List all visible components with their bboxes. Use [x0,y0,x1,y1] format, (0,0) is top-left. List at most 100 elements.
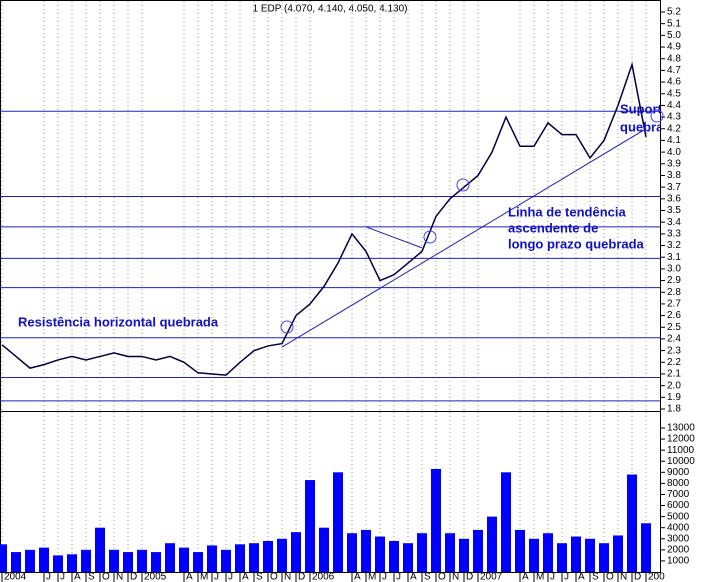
x-tick-label: S [88,572,95,582]
volume-bar [529,538,539,572]
x-tick-label: J [550,572,555,582]
volume-bar [39,547,49,572]
y-tick-label: 2.2 [667,357,681,368]
y-tick-label: 4.3 [667,112,681,123]
y-tick-label: 3.4 [667,217,681,228]
volume-bar [235,544,245,572]
volume-bar [515,529,525,572]
x-tick-label: A [242,572,249,582]
annotation: Linha de tendência [508,204,627,219]
annotation: Resistência horizontal quebrada [18,314,219,329]
y-tick-label: 3.3 [667,228,681,239]
y-tick-label: 3.8 [667,170,681,181]
volume-bar [571,536,581,572]
x-tick-label: J [228,572,233,582]
volume-bar [221,549,231,572]
y-tick-label: 4.1 [667,135,681,146]
y-tick-label: 9000 [667,467,690,478]
volume-bar [277,538,287,572]
volume-bar [11,552,21,572]
y-tick-label: 4.6 [667,77,681,88]
volume-bar [263,540,273,572]
x-tick-label: D [466,572,473,582]
volume-bar [487,516,497,572]
x-tick-label: O [102,572,110,582]
y-tick-label: 1.9 [667,392,681,403]
volume-bar [361,529,371,572]
volume-bar [417,533,427,572]
x-tick-label: N [116,572,123,582]
annotation: quebrado [620,119,679,134]
x-tick-label: A [74,572,81,582]
annotation: longo prazo quebrada [508,236,645,251]
volume-bar [207,545,217,572]
x-tick-label: O [438,572,446,582]
y-tick-label: 5.1 [667,18,681,29]
y-tick-label: 1.8 [667,404,681,415]
volume-bar [501,472,511,572]
x-tick-label: N [284,572,291,582]
x-tick-label: A [522,572,529,582]
volume-bar [585,538,595,572]
y-tick-label: 10000 [667,456,695,467]
x-tick-label: M [368,572,376,582]
volume-bar [95,527,105,572]
volume-bar [333,472,343,572]
volume-bar [25,549,35,572]
volume-bar [613,535,623,572]
x-tick-label: M [200,572,208,582]
x-tick-label: O [606,572,614,582]
x-tick-label: N [452,572,459,582]
y-tick-label: 2.0 [667,380,681,391]
volume-bar [305,480,315,572]
x-tick-label: J [214,572,219,582]
x-tick-label: J [382,572,387,582]
x-tick-label: 2007 [480,572,503,582]
y-tick-label: 2.4 [667,334,681,345]
volume-bar [165,543,175,572]
x-tick-label: O [270,572,278,582]
y-tick-label: 4000 [667,522,690,533]
y-tick-label: 3.5 [667,205,681,216]
smiley-icons [280,109,664,334]
volume-bar [109,549,119,572]
volume-bar [0,544,7,572]
y-tick-label: 4.8 [667,53,681,64]
y-tick-label: 5000 [667,511,690,522]
y-tick-label: 4.0 [667,147,681,158]
y-tick-label: 3.2 [667,240,681,251]
volume-bar [389,540,399,572]
x-tick-label: S [424,572,431,582]
volume-bar [459,538,469,572]
x-tick-label: D [130,572,137,582]
chart-title: 1 EDP (4.070, 4.140, 4.050, 4.130) [253,4,408,15]
x-tick-label: 200 [648,572,665,582]
volume-bar [319,527,329,572]
y-tick-label: 2.9 [667,275,681,286]
x-tick-label: A [578,572,585,582]
x-tick-label: J [60,572,65,582]
x-tick-label: S [256,572,263,582]
y-tick-label: 3000 [667,533,690,544]
y-tick-label: 12000 [667,434,695,445]
volume-panel [0,411,661,573]
volume-bar [473,529,483,572]
x-tick-label: A [186,572,193,582]
volume-bar [347,533,357,572]
volume-bar [123,552,133,572]
y-tick-label: 2000 [667,544,690,555]
y-tick-label: 4.4 [667,100,681,111]
x-tick-label: A [410,572,417,582]
volume-bar [375,536,385,572]
y-tick-label: 4.5 [667,88,681,99]
volume-bar [179,547,189,572]
x-tick-label: J [396,572,401,582]
x-tick-label: A [354,572,361,582]
annotation: ascendente de [508,220,598,235]
y-tick-label: 3.0 [667,264,681,275]
trend-line [281,128,647,348]
y-tick-label: 2.3 [667,345,681,356]
volume-bar [543,533,553,572]
